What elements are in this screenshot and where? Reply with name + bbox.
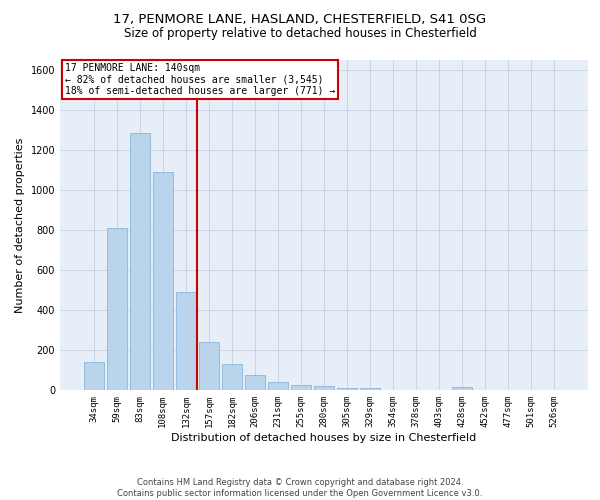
Bar bbox=[245, 375, 265, 390]
Text: 17, PENMORE LANE, HASLAND, CHESTERFIELD, S41 0SG: 17, PENMORE LANE, HASLAND, CHESTERFIELD,… bbox=[113, 12, 487, 26]
Bar bbox=[452, 387, 472, 390]
Bar bbox=[130, 133, 149, 390]
Bar bbox=[291, 385, 311, 390]
Bar bbox=[268, 382, 288, 390]
Bar bbox=[199, 342, 218, 390]
Bar bbox=[314, 386, 334, 390]
Text: Size of property relative to detached houses in Chesterfield: Size of property relative to detached ho… bbox=[124, 28, 476, 40]
Bar bbox=[337, 388, 357, 390]
Bar bbox=[360, 388, 380, 390]
Text: Contains HM Land Registry data © Crown copyright and database right 2024.
Contai: Contains HM Land Registry data © Crown c… bbox=[118, 478, 482, 498]
Bar bbox=[84, 362, 104, 390]
X-axis label: Distribution of detached houses by size in Chesterfield: Distribution of detached houses by size … bbox=[172, 432, 476, 442]
Y-axis label: Number of detached properties: Number of detached properties bbox=[15, 138, 25, 312]
Bar bbox=[176, 292, 196, 390]
Bar bbox=[222, 364, 242, 390]
Text: 17 PENMORE LANE: 140sqm
← 82% of detached houses are smaller (3,545)
18% of semi: 17 PENMORE LANE: 140sqm ← 82% of detache… bbox=[65, 64, 335, 96]
Bar bbox=[107, 228, 127, 390]
Bar bbox=[153, 172, 173, 390]
